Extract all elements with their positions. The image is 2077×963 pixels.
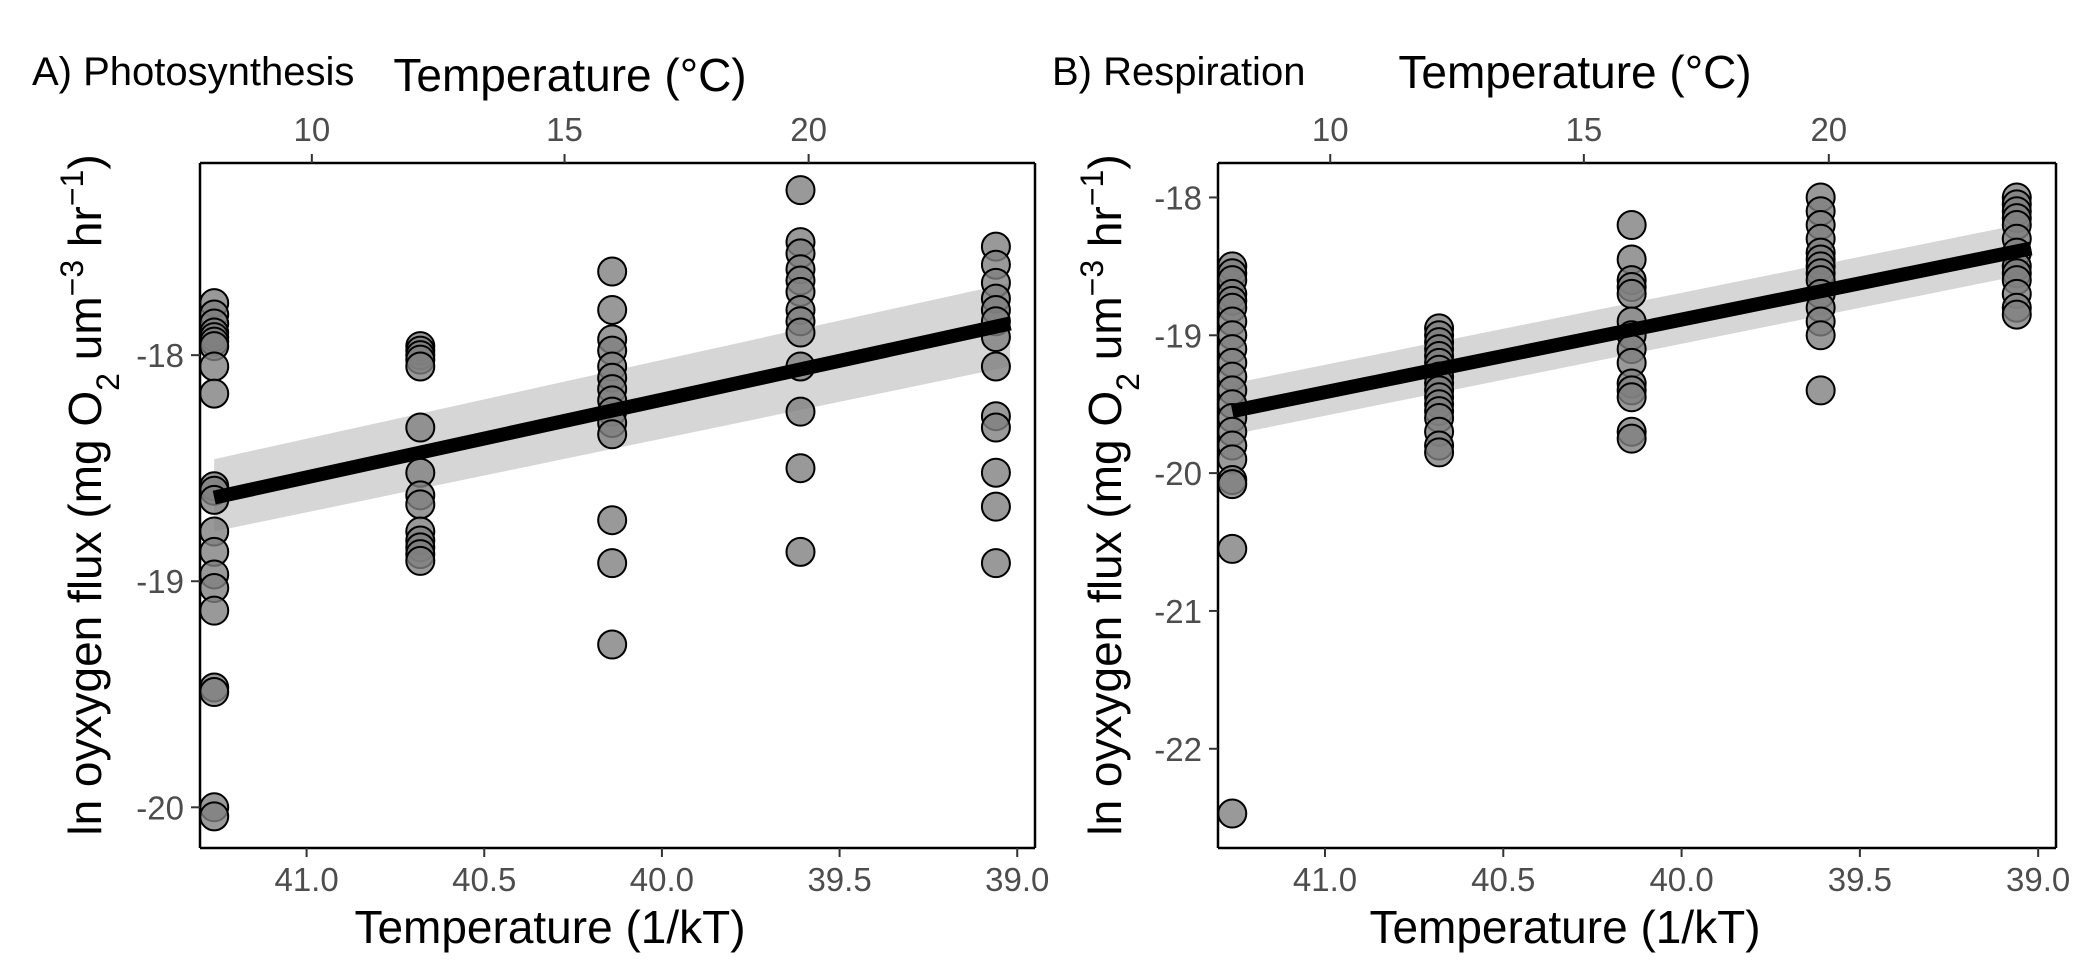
panel-respiration: B) Respiration Temperature (°C) Temperat…: [1052, 46, 2070, 953]
top-axis-title: Temperature (°C): [393, 49, 746, 101]
y-tick-label: -20: [1154, 455, 1202, 492]
x-tick-label: 40.5: [1471, 861, 1535, 898]
y-axis-title-part: ): [1079, 154, 1131, 169]
y-axis-title-superscript: −1: [1074, 170, 1110, 206]
data-point: [597, 294, 628, 325]
y-tick-label: -21: [1154, 593, 1202, 630]
data-point: [785, 396, 816, 427]
y-tick-label: -18: [136, 337, 184, 374]
data-point: [980, 351, 1011, 382]
x-tick-label: 39.0: [2006, 861, 2070, 898]
data-point: [199, 677, 230, 708]
y-axis-title-part: hr: [1079, 206, 1131, 260]
x-tick-label: 40.5: [452, 861, 516, 898]
data-point: [1616, 423, 1647, 454]
data-point: [199, 595, 230, 626]
y-axis-title: ln oyxygen flux (mg O2 um−3 hr−1): [1074, 154, 1146, 835]
x-top-tick-label: 10: [293, 111, 330, 148]
x-axis-title: Temperature (1/kT): [354, 901, 745, 953]
data-point: [1616, 278, 1647, 309]
y-axis-title-part: hr: [59, 206, 111, 260]
data-point: [980, 491, 1011, 522]
data-point: [1805, 375, 1836, 406]
y-tick-label: -20: [136, 789, 184, 826]
data-point: [980, 548, 1011, 579]
data-point: [199, 801, 230, 832]
y-axis-title-superscript: −3: [54, 260, 90, 296]
data-point: [597, 256, 628, 287]
x-tick-label: 39.5: [1828, 861, 1892, 898]
regression-line: [1230, 241, 2033, 418]
y-axis-title-subscript: 2: [90, 373, 126, 391]
x-axis-title: Temperature (1/kT): [1369, 901, 1760, 953]
plot-area: 41.0 40.5 40.0 39.5 39.0 10 15 20 -20 -19 -18: [136, 111, 1049, 898]
data-point: [405, 545, 436, 576]
data-point: [1616, 210, 1647, 241]
y-tick-label: -22: [1154, 731, 1202, 768]
data-point: [785, 317, 816, 348]
y-axis-title-superscript: −1: [54, 170, 90, 206]
x-tick-label: 41.0: [1293, 861, 1357, 898]
data-point: [980, 412, 1011, 443]
y-tick-label: -18: [1154, 179, 1202, 216]
data-point: [405, 489, 436, 520]
data-point: [785, 453, 816, 484]
data-point: [1805, 320, 1836, 351]
x-top-tick-label: 20: [1810, 111, 1847, 148]
data-point: [597, 548, 628, 579]
data-point: [597, 629, 628, 660]
y-axis-title-part: ln oyxygen flux (mg O: [59, 391, 111, 836]
data-point: [980, 457, 1011, 488]
data-point: [2001, 299, 2032, 330]
x-tick-label: 39.5: [807, 861, 871, 898]
x-top-tick-label: 20: [790, 111, 827, 148]
panel-title: B) Respiration: [1052, 50, 1305, 94]
y-axis-title-part: ): [59, 154, 111, 169]
y-tick-label: -19: [1154, 317, 1202, 354]
x-tick-label: 41.0: [274, 861, 338, 898]
panel-title: A) Photosynthesis: [32, 50, 354, 94]
regression-line: [212, 316, 1012, 505]
data-point: [597, 419, 628, 450]
y-axis-title-part: ln oyxygen flux (mg O: [1079, 391, 1131, 836]
y-axis-title-part: um: [59, 296, 111, 373]
plot-area: 41.0 40.5 40.0 39.5 39.0 10 15 20 -22 -21 -20 -19 -1…: [1154, 111, 2070, 898]
x-top-tick-label: 10: [1312, 111, 1349, 148]
data-point: [785, 536, 816, 567]
data-point: [1217, 798, 1248, 829]
data-point: [405, 412, 436, 443]
x-tick-label: 39.0: [985, 861, 1049, 898]
data-point: [405, 351, 436, 382]
x-top-tick-label: 15: [546, 111, 583, 148]
data-point: [1217, 469, 1248, 500]
data-point: [597, 505, 628, 536]
data-point: [1217, 533, 1248, 564]
y-axis-title-subscript: 2: [1110, 373, 1146, 391]
panel-photosynthesis: A) Photosynthesis Temperature (°C) Tempe…: [32, 49, 1049, 953]
y-tick-label: -19: [136, 563, 184, 600]
y-axis-title-superscript: −3: [1074, 260, 1110, 296]
top-axis-title: Temperature (°C): [1398, 46, 1751, 98]
data-point: [1616, 382, 1647, 413]
data-point: [785, 175, 816, 206]
data-point: [199, 378, 230, 409]
data-point: [199, 351, 230, 382]
x-top-tick-label: 15: [1565, 111, 1602, 148]
x-tick-label: 40.0: [630, 861, 694, 898]
data-point: [1424, 437, 1455, 468]
x-tick-label: 40.0: [1649, 861, 1713, 898]
y-axis-title: ln oyxygen flux (mg O2 um−3 hr−1): [54, 154, 126, 835]
y-axis-title-part: um: [1079, 296, 1131, 373]
